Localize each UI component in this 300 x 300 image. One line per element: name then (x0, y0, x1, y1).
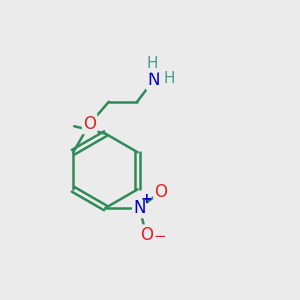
Text: H: H (163, 71, 175, 86)
Text: −: − (153, 229, 166, 244)
Text: N: N (147, 71, 160, 89)
Text: O: O (140, 226, 153, 244)
Text: O: O (83, 115, 96, 133)
Text: H: H (146, 56, 158, 71)
Text: O: O (154, 183, 167, 201)
Text: N: N (133, 199, 146, 217)
Text: +: + (140, 192, 152, 206)
